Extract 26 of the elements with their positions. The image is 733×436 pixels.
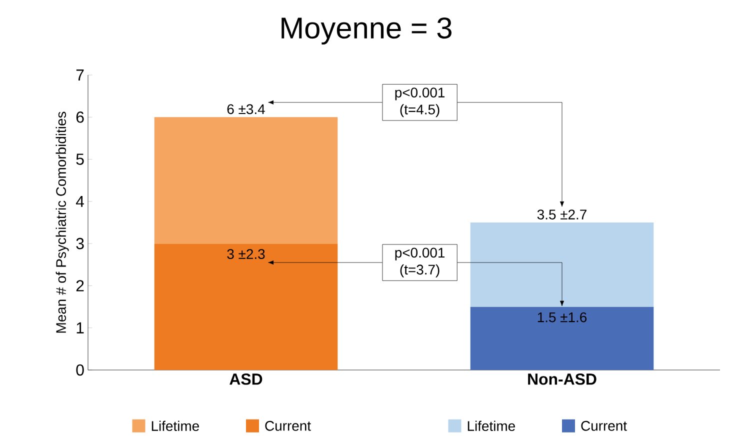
- y-tick-label: 6: [76, 112, 84, 123]
- x-tick-label: ASD: [230, 374, 262, 385]
- total-label: 3.5 ±2.7: [537, 210, 586, 220]
- y-tick-label: 3: [76, 238, 84, 250]
- data-label: 1.5 ±1.6: [538, 312, 587, 322]
- legend-label: Lifetime: [152, 420, 199, 431]
- bar: [470, 222, 654, 307]
- data-label: 3 ±2.3: [227, 249, 265, 260]
- y-axis-title: Mean # of Psychiatric Comorbidities: [56, 112, 69, 333]
- total-label: 6 ±3.4: [227, 104, 265, 114]
- y-tick-label: 4: [76, 196, 84, 207]
- y-tick-label: 7: [76, 70, 84, 80]
- legend-label: Current: [265, 420, 311, 431]
- bar: [154, 117, 338, 244]
- y-tick-label: 1: [76, 322, 84, 334]
- annotation: p<0.001 (t=3.7): [395, 248, 445, 278]
- y-tick-label: 5: [76, 154, 84, 165]
- x-tick-label: Non-ASD: [528, 374, 596, 385]
- y-tick-label: 2: [76, 280, 84, 292]
- annotation: p<0.001 (t=4.5): [395, 88, 445, 118]
- y-tick-label: 0: [76, 364, 84, 376]
- bar: [154, 244, 338, 370]
- text: Current: [581, 420, 627, 431]
- chart-title: Moyenne = 3: [282, 17, 452, 45]
- bar: [470, 306, 654, 370]
- text: Lifetime: [468, 420, 515, 431]
